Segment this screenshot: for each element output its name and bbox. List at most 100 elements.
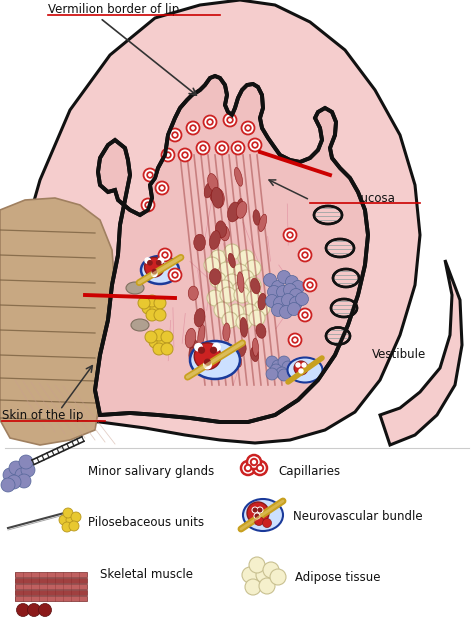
Circle shape [156,261,161,265]
Circle shape [154,297,166,309]
Circle shape [264,273,276,287]
Circle shape [263,518,272,527]
Circle shape [289,334,301,346]
Circle shape [150,302,162,314]
Circle shape [227,117,233,123]
Ellipse shape [209,186,219,203]
Circle shape [213,344,220,351]
Ellipse shape [210,269,221,285]
Ellipse shape [237,272,244,292]
Circle shape [21,463,35,477]
Circle shape [258,508,262,512]
Circle shape [204,361,211,369]
Circle shape [142,302,154,314]
Text: Neurovascular bundle: Neurovascular bundle [293,510,423,523]
Circle shape [146,295,158,307]
Circle shape [272,360,284,372]
Circle shape [273,296,286,310]
Circle shape [234,287,250,303]
Circle shape [307,282,313,288]
Circle shape [224,274,240,290]
Ellipse shape [215,356,225,375]
Bar [15,578,87,583]
Circle shape [9,461,23,475]
Circle shape [17,474,31,488]
Circle shape [59,515,69,525]
Circle shape [258,467,262,470]
Ellipse shape [131,319,149,331]
Circle shape [199,348,204,353]
Circle shape [145,202,151,208]
Ellipse shape [219,226,229,241]
Ellipse shape [213,189,224,208]
Ellipse shape [208,173,218,191]
Circle shape [161,343,173,355]
Circle shape [282,294,294,306]
Text: Capillaries: Capillaries [278,465,340,479]
Circle shape [242,304,258,320]
Circle shape [214,302,230,318]
Circle shape [207,119,213,125]
Circle shape [290,289,302,301]
Circle shape [248,139,262,151]
Circle shape [245,465,252,472]
Circle shape [299,308,311,322]
Circle shape [142,199,155,211]
Circle shape [276,367,288,379]
Circle shape [292,280,304,294]
Circle shape [3,468,17,482]
Circle shape [224,244,240,260]
Circle shape [167,154,169,156]
Circle shape [209,121,211,123]
Circle shape [263,562,279,578]
Ellipse shape [213,361,225,377]
Circle shape [17,603,29,617]
Circle shape [241,461,255,475]
Circle shape [172,132,178,138]
Ellipse shape [251,278,260,294]
Circle shape [168,128,182,142]
Circle shape [294,361,308,375]
Circle shape [221,147,223,149]
Ellipse shape [258,293,266,310]
Ellipse shape [194,308,205,327]
Circle shape [186,122,200,134]
Circle shape [249,310,265,326]
Ellipse shape [228,202,240,222]
Circle shape [302,252,308,258]
Circle shape [299,369,303,373]
Circle shape [149,174,151,176]
Ellipse shape [189,348,197,367]
Circle shape [283,284,297,296]
Circle shape [168,268,182,282]
Bar [15,596,87,601]
Circle shape [162,252,168,258]
Circle shape [162,149,174,161]
Circle shape [280,306,292,318]
Polygon shape [95,76,368,422]
Circle shape [254,300,270,316]
Text: Skeletal muscle: Skeletal muscle [100,568,193,582]
Circle shape [138,297,150,309]
Circle shape [247,290,263,306]
Circle shape [19,455,33,469]
Circle shape [245,579,261,595]
Circle shape [63,508,73,518]
Circle shape [210,348,217,353]
Ellipse shape [251,347,259,361]
Circle shape [27,603,40,617]
Ellipse shape [190,341,240,379]
Circle shape [144,168,156,182]
Circle shape [290,296,302,310]
Circle shape [145,258,164,277]
Circle shape [210,250,226,266]
Circle shape [148,261,152,265]
Circle shape [265,294,279,308]
Circle shape [292,337,298,343]
Circle shape [66,515,76,525]
Bar [15,590,87,595]
Circle shape [153,343,165,355]
Circle shape [195,344,202,351]
Circle shape [200,145,206,151]
Ellipse shape [223,323,230,341]
